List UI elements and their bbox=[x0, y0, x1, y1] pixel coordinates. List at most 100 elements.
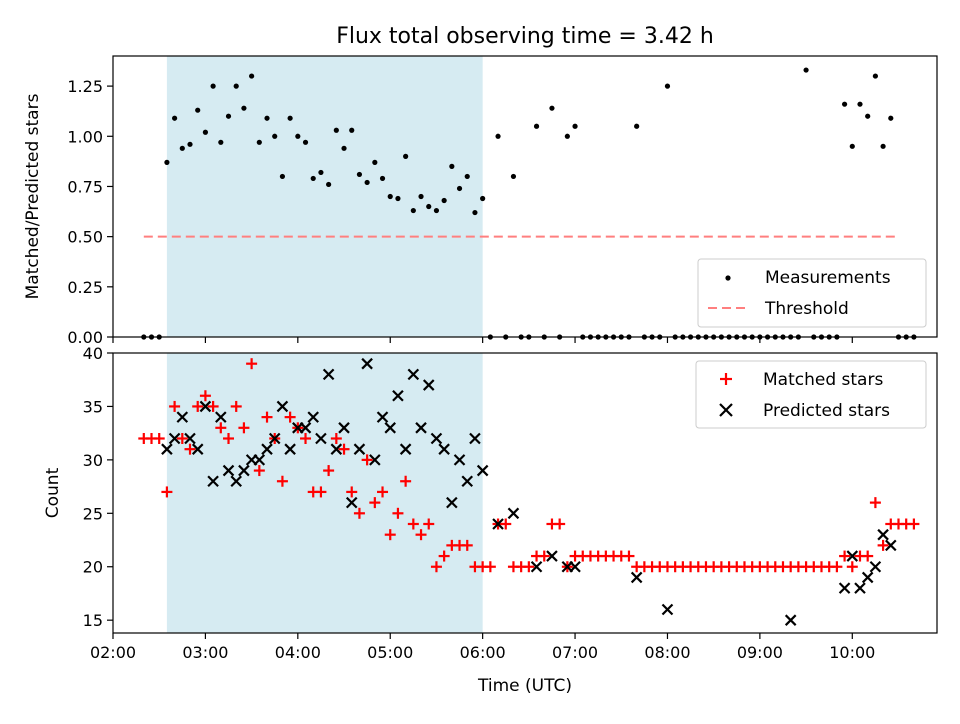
matched-star-point bbox=[330, 432, 342, 444]
bottom-y-ticks: 15 20 25 30 35 40 bbox=[83, 344, 113, 630]
predicted-stars-points bbox=[161, 357, 897, 626]
predicted-star-point bbox=[846, 550, 859, 562]
top-observing-span bbox=[166, 56, 483, 337]
predicted-star-point bbox=[546, 550, 558, 562]
matched-star-point bbox=[461, 539, 473, 551]
predicted-star-point bbox=[268, 432, 281, 445]
matched-star-point bbox=[908, 518, 920, 530]
measurement-point bbox=[233, 83, 239, 89]
measurement-point bbox=[387, 193, 393, 200]
measurement-point bbox=[803, 67, 809, 73]
matched-star-point bbox=[215, 422, 227, 434]
predicted-star-point bbox=[861, 571, 874, 584]
predicted-star-point bbox=[438, 443, 450, 455]
predicted-star-point bbox=[569, 560, 581, 573]
matched-star-point bbox=[423, 518, 435, 530]
measurement-point bbox=[341, 145, 347, 151]
predicted-star-point bbox=[784, 614, 797, 626]
y-tick-label: 20 bbox=[83, 558, 103, 577]
matched-star-point bbox=[484, 561, 496, 573]
measurement-point bbox=[433, 207, 440, 214]
x-tick-label: 05:00 bbox=[367, 643, 413, 662]
x-tick-label: 07:00 bbox=[552, 643, 598, 662]
predicted-star-point bbox=[885, 539, 897, 552]
predicted-star-point bbox=[215, 411, 227, 423]
measurement-point bbox=[249, 73, 255, 79]
predicted-star-point bbox=[276, 400, 289, 413]
matched-star-point bbox=[384, 529, 396, 541]
predicted-star-point bbox=[877, 528, 889, 541]
measurement-point bbox=[279, 173, 286, 180]
matched-star-point bbox=[623, 550, 635, 562]
top-y-ticks: 0.00 0.25 0.50 0.75 1.00 1.25 bbox=[67, 77, 113, 347]
matched-star-point bbox=[523, 561, 535, 573]
predicted-star-point bbox=[854, 582, 866, 594]
predicted-star-point bbox=[230, 475, 242, 488]
measurement-point bbox=[302, 139, 309, 145]
matched-star-point bbox=[276, 475, 288, 487]
predicted-star-point bbox=[630, 571, 643, 584]
matched-star-point bbox=[184, 443, 196, 455]
x-tick-label: 06:00 bbox=[460, 643, 506, 662]
top-legend: Measurements Threshold bbox=[697, 258, 927, 328]
matched-star-point bbox=[846, 561, 858, 573]
measurement-point bbox=[841, 101, 848, 107]
measurement-point bbox=[857, 101, 863, 107]
matched-star-point bbox=[161, 486, 173, 498]
predicted-star-point bbox=[384, 422, 397, 434]
bottom-legend-box bbox=[695, 360, 927, 429]
measurement-point bbox=[326, 181, 332, 188]
matched-star-point bbox=[554, 518, 566, 530]
predicted-star-point bbox=[415, 422, 427, 434]
measurement-point bbox=[533, 123, 540, 129]
measurement-point bbox=[634, 123, 640, 129]
x-tick-label: 08:00 bbox=[644, 643, 690, 662]
matched-star-point bbox=[284, 411, 296, 423]
measurement-point bbox=[456, 185, 463, 192]
figure-title: Flux total observing time = 3.42 h bbox=[336, 24, 714, 49]
y-tick-label: 25 bbox=[83, 504, 103, 523]
legend-measurements-label: Measurements bbox=[765, 268, 891, 288]
measurement-point bbox=[664, 83, 671, 89]
matched-star-point bbox=[361, 454, 373, 466]
measurement-point bbox=[364, 179, 370, 186]
measurement-point bbox=[410, 207, 416, 214]
bottom-x-ticks: 02:00 03:00 04:00 05:00 06:00 07:00 08:00 09:00… bbox=[90, 633, 875, 662]
matched-star-point bbox=[207, 400, 219, 412]
predicted-star-point bbox=[315, 432, 327, 445]
matched-star-point bbox=[238, 422, 250, 434]
measurement-point bbox=[195, 107, 201, 113]
measurement-point bbox=[441, 197, 447, 204]
predicted-star-point bbox=[399, 443, 412, 455]
top-y-axis-label: Matched/Predicted stars bbox=[23, 93, 43, 299]
predicted-star-point bbox=[261, 443, 273, 455]
measurement-point bbox=[372, 159, 378, 165]
measurement-point bbox=[172, 115, 178, 121]
x-tick-label: 09:00 bbox=[737, 643, 783, 662]
measurement-point bbox=[426, 203, 432, 210]
y-tick-label: 35 bbox=[83, 397, 103, 416]
predicted-star-point bbox=[284, 443, 296, 455]
top-axes-frame bbox=[112, 55, 938, 338]
measurement-point bbox=[164, 159, 170, 165]
predicted-star-point bbox=[299, 422, 312, 434]
legend-predicted-marker bbox=[719, 403, 733, 417]
predicted-star-point bbox=[199, 400, 212, 413]
measurement-point bbox=[549, 105, 555, 111]
measurement-point bbox=[295, 133, 301, 139]
matched-star-point bbox=[353, 507, 365, 519]
measurement-point bbox=[356, 171, 363, 178]
predicted-star-point bbox=[407, 368, 420, 381]
bottom-y-axis-label: Count bbox=[43, 467, 63, 518]
measurement-point bbox=[865, 113, 871, 119]
predicted-star-point bbox=[191, 443, 204, 455]
predicted-star-point bbox=[353, 443, 366, 455]
measurement-point bbox=[318, 169, 324, 176]
matched-star-point bbox=[407, 518, 419, 530]
matched-star-point bbox=[338, 443, 350, 455]
x-tick-label: 02:00 bbox=[90, 643, 136, 662]
measurement-point bbox=[880, 143, 886, 149]
measurement-point bbox=[349, 127, 355, 133]
predicted-star-point bbox=[838, 582, 851, 594]
measurement-point bbox=[333, 127, 339, 133]
